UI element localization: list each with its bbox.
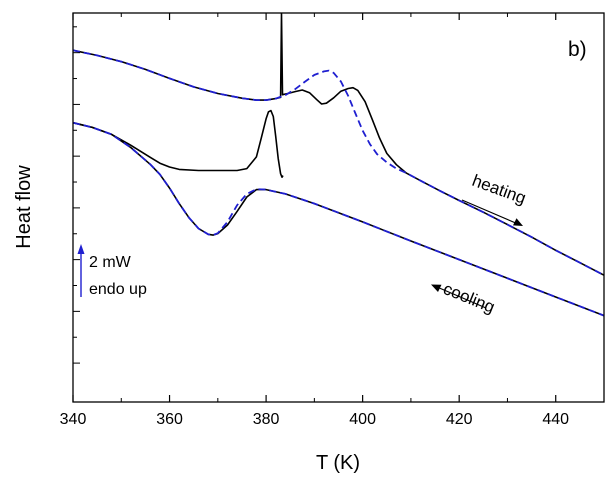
series-dashed-1 xyxy=(72,49,605,276)
scale-value-label: 2 mW xyxy=(89,254,132,271)
x-tick-labels: 340 360 380 400 420 440 xyxy=(60,411,570,428)
x-tick-label: 420 xyxy=(446,411,473,428)
curves-layer xyxy=(72,13,605,317)
cooling-arrow-line xyxy=(436,286,487,309)
x-axis-label: T (K) xyxy=(316,452,360,474)
x-tick-label: 340 xyxy=(60,411,87,428)
axis-ticks xyxy=(72,13,557,402)
x-tick-label: 440 xyxy=(542,411,569,428)
series-solid-2 xyxy=(72,109,284,178)
heating-arrowhead-icon xyxy=(513,218,523,226)
y-axis-label: Heat flow xyxy=(13,165,35,249)
series-solid-0 xyxy=(72,13,605,276)
series-solid-3 xyxy=(72,121,605,317)
scale-arrowhead-icon xyxy=(77,244,85,254)
x-tick-label: 380 xyxy=(253,411,280,428)
cooling-arrowhead-icon xyxy=(431,284,442,292)
series-dashed-4 xyxy=(72,121,605,317)
x-tick-label: 360 xyxy=(156,411,183,428)
x-tick-label: 400 xyxy=(349,411,376,428)
cooling-annotation: cooling xyxy=(431,279,498,317)
scale-bar: 2 mW endo up xyxy=(77,244,147,298)
scale-note-label: endo up xyxy=(89,281,147,298)
cooling-label: cooling xyxy=(441,279,498,317)
panel-label: b) xyxy=(568,38,587,61)
heating-arrow-line xyxy=(461,199,519,225)
heating-label: heating xyxy=(470,171,529,208)
